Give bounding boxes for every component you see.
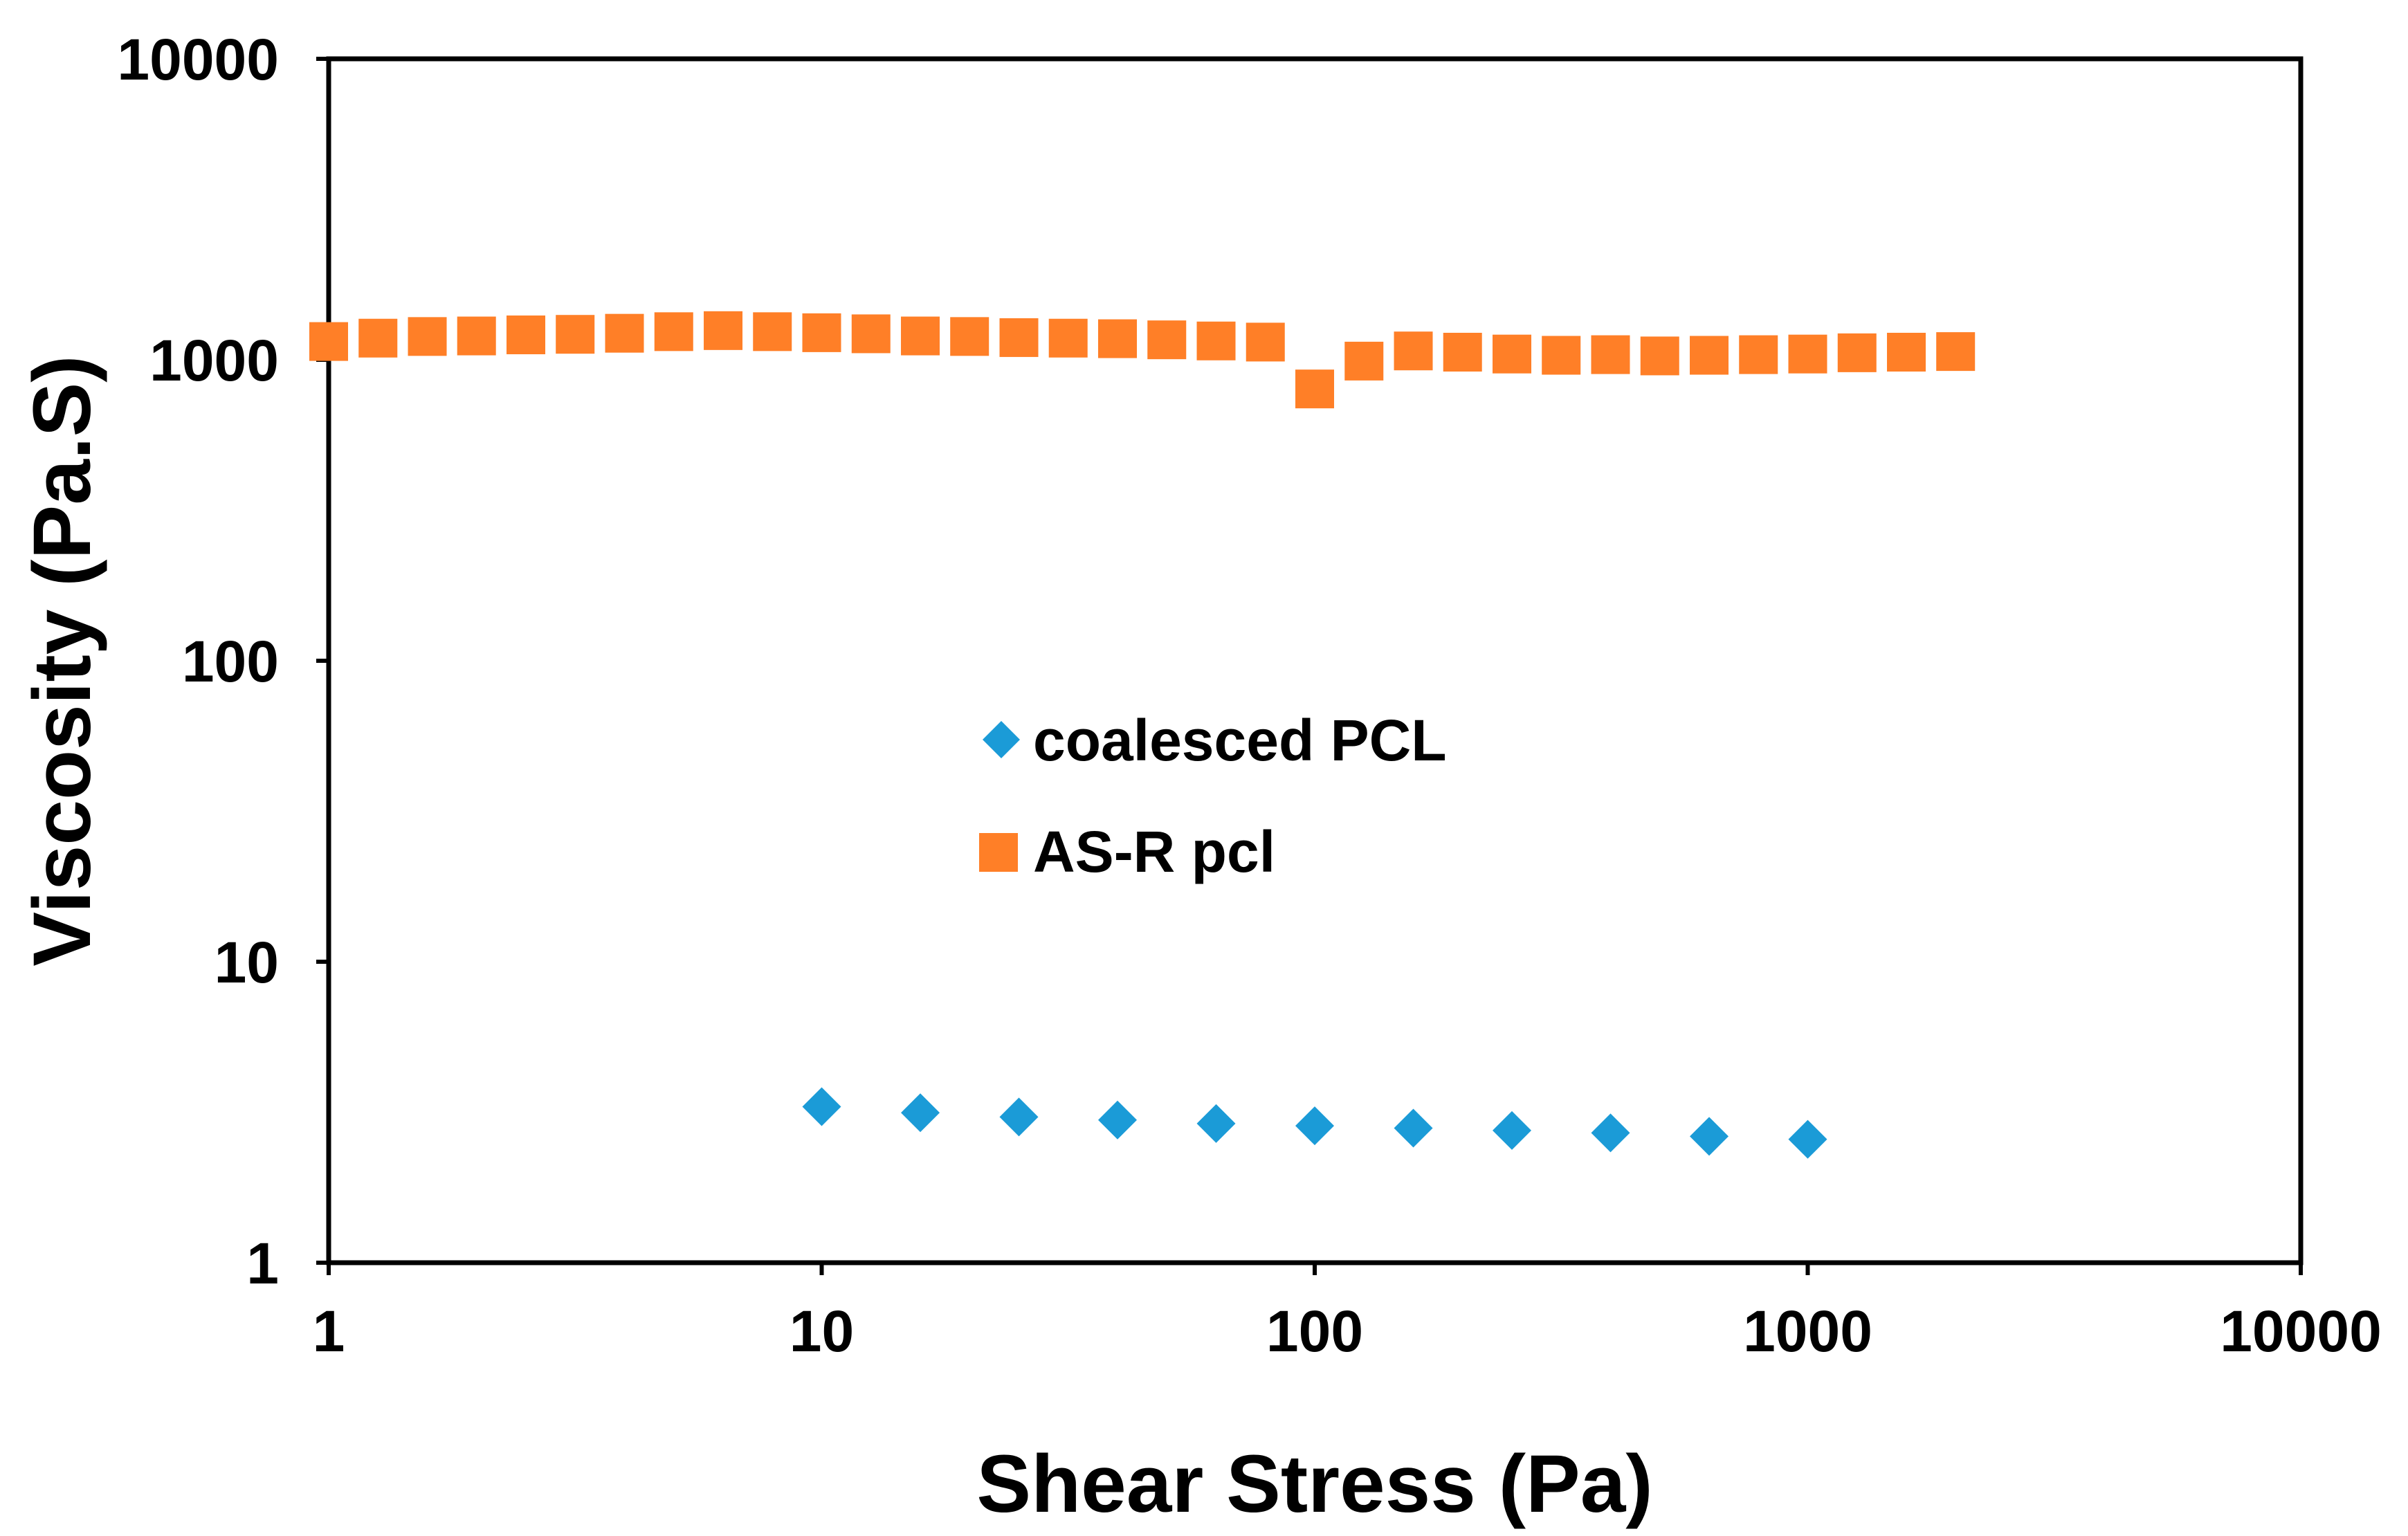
x-tick-label: 1000 (1743, 1299, 1872, 1364)
legend-marker-diamond (983, 721, 1020, 758)
legend-item-coalesced-pcl: coalesced PCL (983, 708, 1447, 773)
data-point-square (605, 313, 644, 353)
y-tick-label: 10000 (117, 27, 279, 92)
y-tick-label: 100 (182, 629, 279, 694)
data-point-diamond (1097, 1100, 1137, 1140)
data-point-square (654, 312, 693, 351)
data-point-square (1246, 322, 1285, 362)
data-point-diamond (1394, 1108, 1433, 1148)
data-point-square (1394, 331, 1433, 371)
data-point-square (1788, 334, 1827, 374)
data-point-square (1493, 334, 1532, 374)
data-point-square (1097, 319, 1137, 358)
data-point-diamond (802, 1087, 841, 1126)
x-tick-label: 1 (313, 1299, 345, 1364)
x-tick-label: 100 (1266, 1299, 1363, 1364)
data-point-square (1640, 336, 1679, 376)
y-tick-label: 10 (215, 930, 279, 995)
data-point-diamond (1690, 1117, 1729, 1156)
data-point-diamond (1788, 1119, 1827, 1159)
y-axis: 1 10 100 1000 10000 (117, 27, 329, 1296)
x-axis: 1 10 100 1000 10000 (313, 1263, 2382, 1364)
data-series (309, 311, 1976, 1159)
x-tick-label: 10000 (2220, 1299, 2382, 1364)
data-point-square (408, 317, 447, 356)
data-point-square (556, 315, 595, 354)
x-tick-label: 10 (790, 1299, 854, 1364)
data-point-square (1443, 332, 1482, 372)
data-point-square (851, 314, 891, 354)
data-point-square (358, 318, 398, 358)
data-point-square (309, 322, 348, 361)
y-tick-label: 1000 (149, 328, 279, 393)
data-point-diamond (1196, 1104, 1236, 1143)
legend-item-as-r-pcl: AS-R pcl (979, 819, 1275, 884)
data-point-square (1936, 332, 1976, 372)
data-point-square (507, 315, 546, 354)
data-point-diamond (901, 1093, 940, 1133)
legend-label-as-r-pcl: AS-R pcl (1033, 819, 1275, 884)
data-point-square (1344, 341, 1384, 381)
legend: coalesced PCL AS-R pcl (979, 708, 1447, 884)
data-point-square (999, 318, 1039, 357)
legend-marker-square (979, 833, 1018, 872)
data-point-square (1147, 320, 1187, 360)
data-point-square (704, 311, 743, 350)
data-point-square (1295, 369, 1334, 409)
series-coalesced-pcl (802, 1087, 1827, 1159)
data-point-square (802, 313, 841, 352)
data-point-diamond (999, 1097, 1039, 1137)
data-point-square (1591, 335, 1630, 374)
data-point-square (1542, 336, 1581, 375)
data-point-diamond (1295, 1106, 1334, 1146)
data-point-diamond (1591, 1113, 1630, 1153)
x-axis-title: Shear Stress (Pa) (976, 1438, 1652, 1530)
data-point-diamond (1493, 1110, 1532, 1150)
legend-label-coalesced-pcl: coalesced PCL (1033, 708, 1447, 773)
data-point-square (1887, 332, 1926, 372)
data-point-square (1739, 335, 1778, 374)
y-axis-title: Viscosity (Pa.S) (17, 355, 108, 966)
data-point-square (1196, 321, 1236, 360)
data-point-square (1837, 333, 1877, 372)
data-point-square (1048, 318, 1088, 358)
y-tick-label: 1 (246, 1231, 279, 1296)
series-as-r-pcl (309, 311, 1976, 409)
data-point-square (901, 316, 940, 356)
data-point-square (1690, 336, 1729, 375)
data-point-square (950, 317, 989, 356)
data-point-square (753, 312, 792, 351)
data-point-square (457, 316, 496, 356)
